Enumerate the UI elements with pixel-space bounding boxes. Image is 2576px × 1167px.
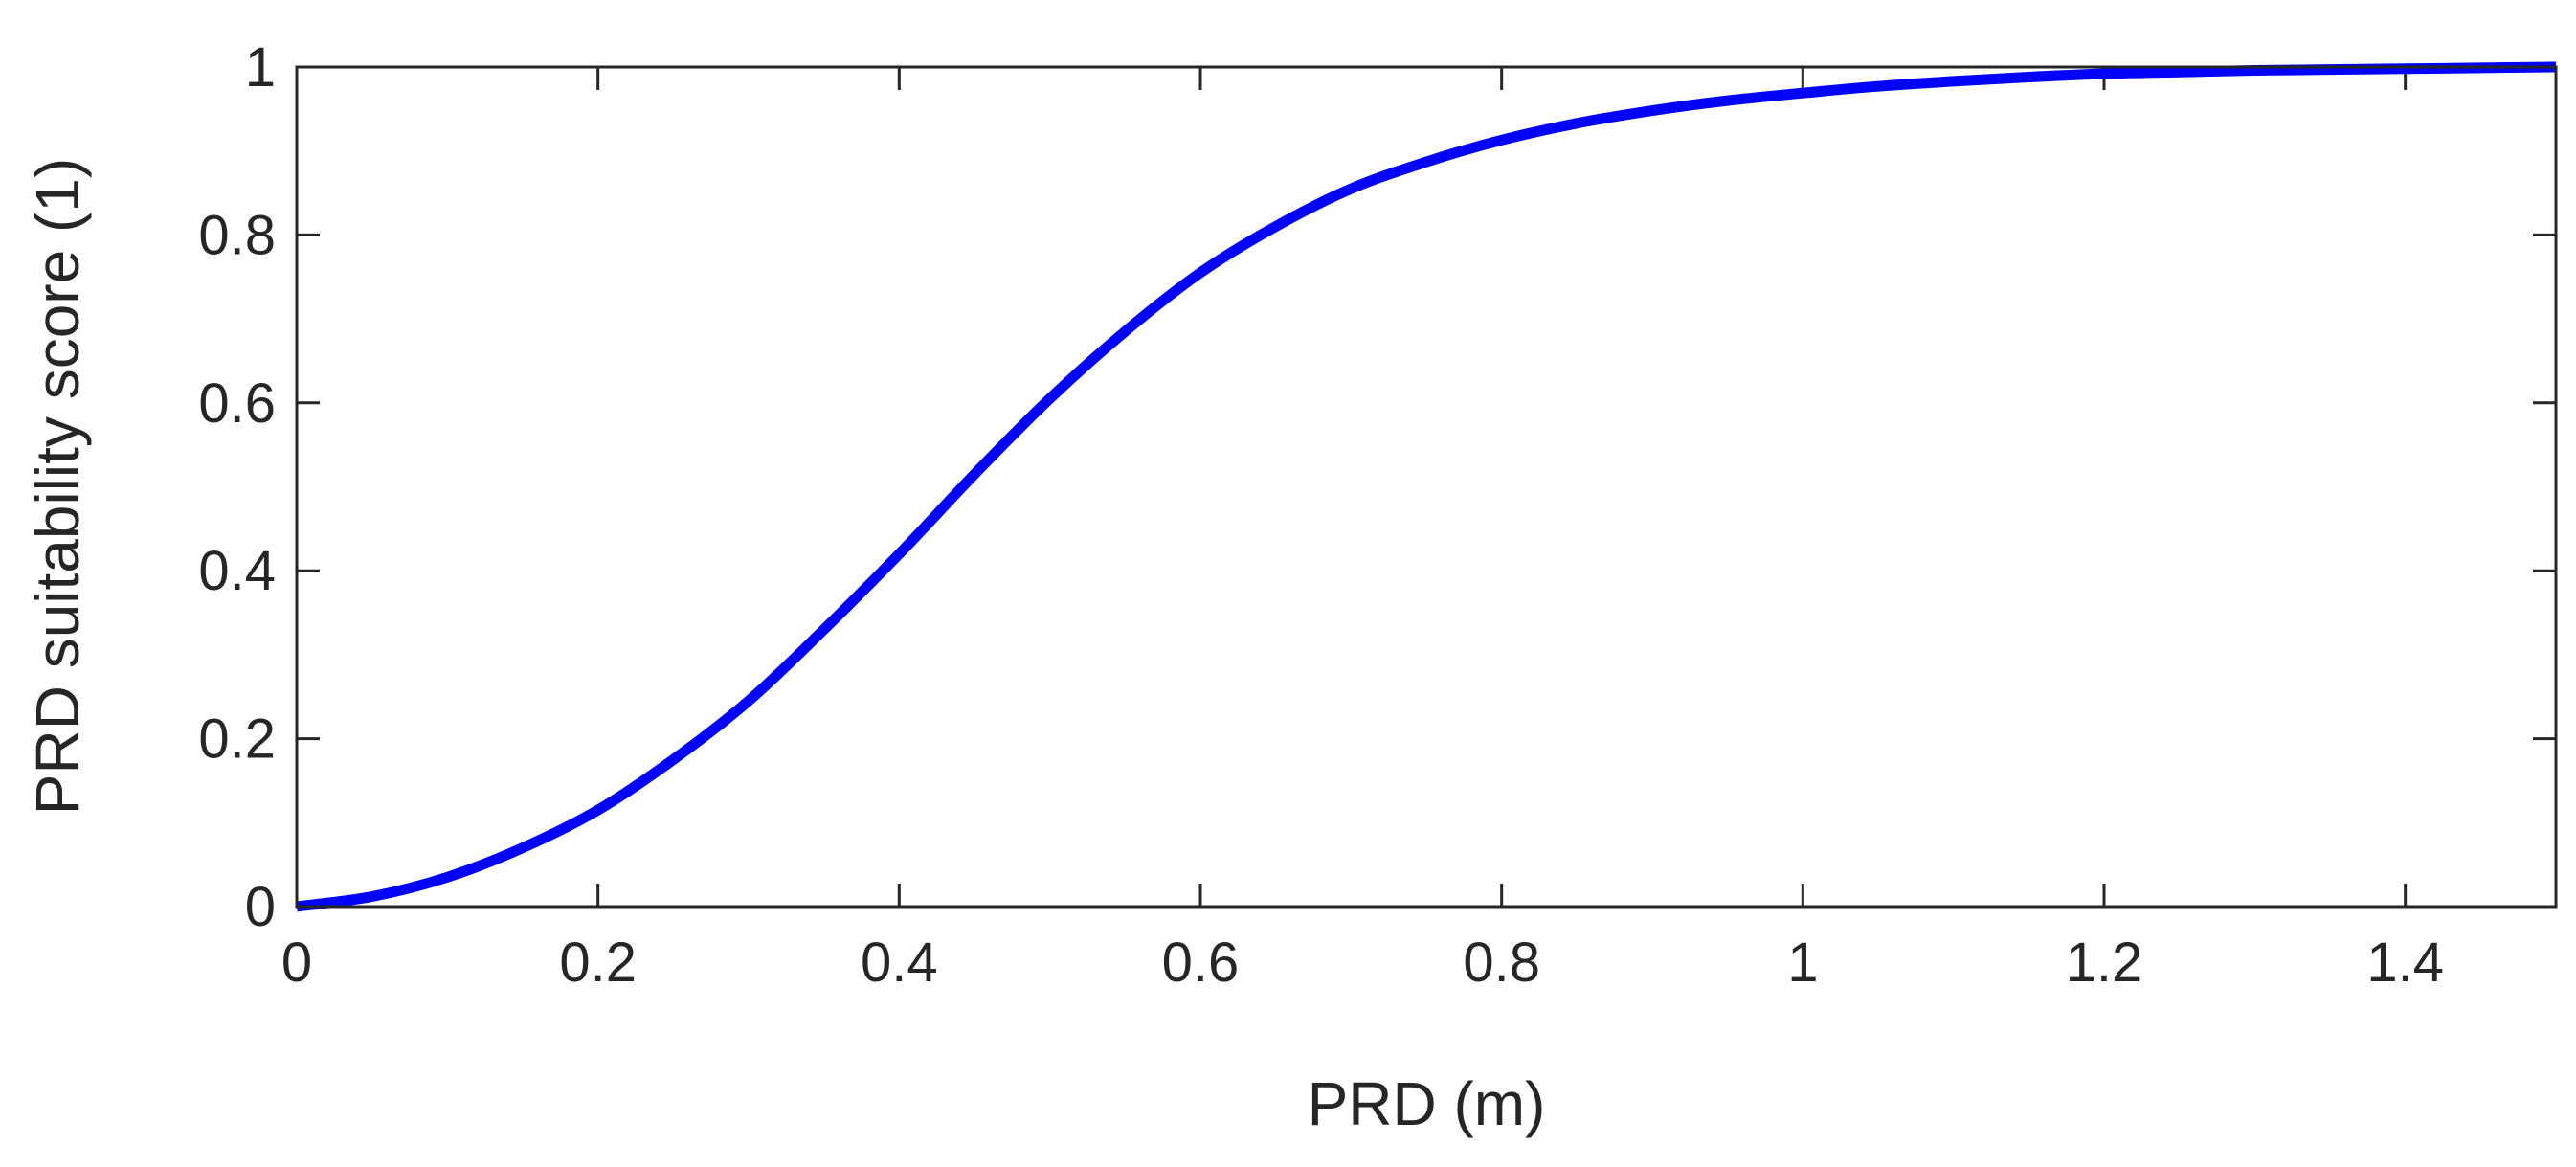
y-tick-label: 0.8: [198, 204, 276, 266]
x-tick-label: 0: [281, 931, 312, 994]
axes-box: [295, 65, 2558, 909]
x-tick-label: 1.4: [2366, 931, 2444, 994]
y-tick-label: 0.4: [198, 540, 276, 602]
x-tick-label: 0.8: [1463, 931, 1540, 994]
series-line: [296, 61, 2557, 912]
plot-area: [297, 67, 2556, 907]
x-tick-label: 0.4: [861, 931, 938, 994]
x-tick-label: 1: [1787, 931, 1818, 994]
y-tick-label: 0.6: [198, 372, 276, 435]
y-tick-label: 1: [245, 36, 276, 99]
y-tick-label: 0: [245, 876, 276, 938]
y-axis-label: PRD suitability score (1): [23, 158, 92, 815]
y-tick-label: 0.2: [198, 708, 276, 771]
x-tick-label: 0.2: [559, 931, 637, 994]
x-tick-label: 1.2: [2066, 931, 2143, 994]
x-axis-label: PRD (m): [1308, 1069, 1546, 1138]
x-tick-label: 0.6: [1162, 931, 1240, 994]
